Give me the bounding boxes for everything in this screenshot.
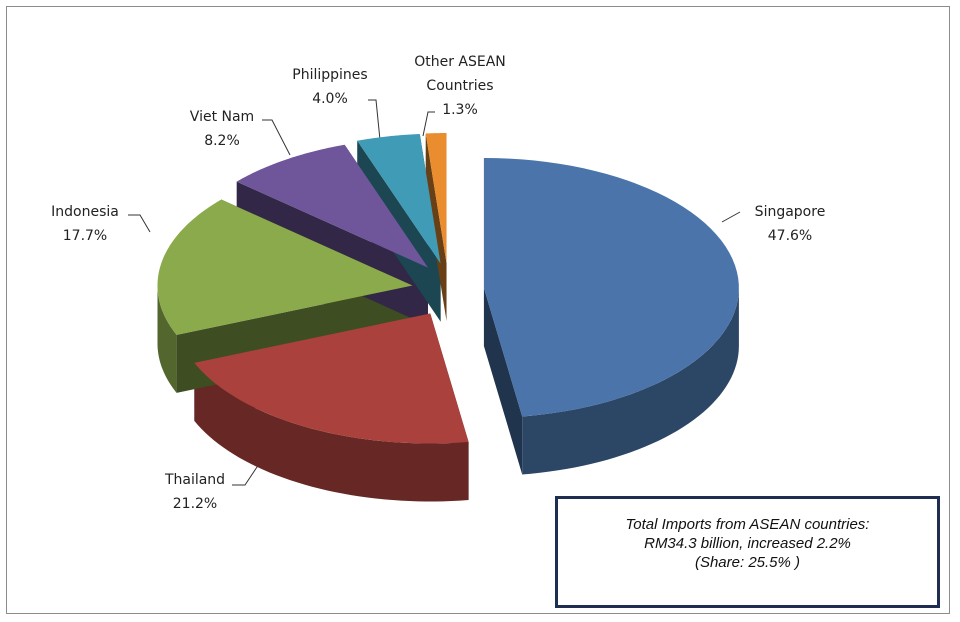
data-label: Thailand 21.2% — [165, 468, 225, 516]
data-label: Singapore 47.6% — [755, 200, 826, 248]
value-label: 1.3% — [442, 102, 478, 118]
data-label: Indonesia 17.7% — [51, 200, 119, 248]
value-label: 8.2% — [204, 133, 240, 149]
pie-slice — [425, 133, 447, 264]
category-label: Indonesia — [51, 204, 119, 220]
leader-line — [128, 214, 151, 233]
slice-tops — [157, 133, 739, 444]
slice-outer-wall — [522, 287, 739, 475]
category-label: Singapore — [754, 204, 826, 220]
chart-frame — [6, 6, 950, 614]
data-label: Other ASEAN Countries 1.3% — [400, 50, 520, 122]
value-label: 17.7% — [62, 228, 108, 244]
value-label: 4.0% — [312, 91, 348, 107]
pie-slice — [194, 313, 469, 444]
data-label: Philippines 4.0% — [292, 63, 367, 111]
value-label: 47.6% — [767, 228, 813, 244]
category-label: Other ASEAN Countries — [414, 54, 506, 94]
leader-line — [262, 119, 291, 156]
slice-side-face — [483, 287, 523, 475]
pie-slice — [483, 157, 739, 417]
pie-slice — [357, 134, 441, 264]
slice-side-face — [425, 133, 447, 322]
annotation-line: (Share: 25.5% ) — [694, 554, 801, 571]
category-label: Viet Nam — [189, 109, 255, 125]
annotation-line: Total Imports from ASEAN countries: — [625, 516, 870, 533]
slice-outer-wall — [194, 362, 469, 502]
leader-line — [422, 111, 435, 137]
annotation-line: RM34.3 billion, increased 2.2% — [644, 535, 851, 552]
slice-outer-wall — [157, 285, 177, 393]
data-label: Viet Nam 8.2% — [190, 105, 254, 153]
annotation-box: Total Imports from ASEAN countries: RM34.… — [555, 496, 940, 608]
category-label: Philippines — [292, 67, 368, 83]
leader-line — [368, 99, 381, 141]
pie-slice — [236, 144, 428, 268]
category-label: Thailand — [164, 472, 226, 488]
pie-slice — [157, 199, 413, 335]
value-label: 21.2% — [172, 496, 218, 512]
leader-line — [721, 211, 741, 223]
